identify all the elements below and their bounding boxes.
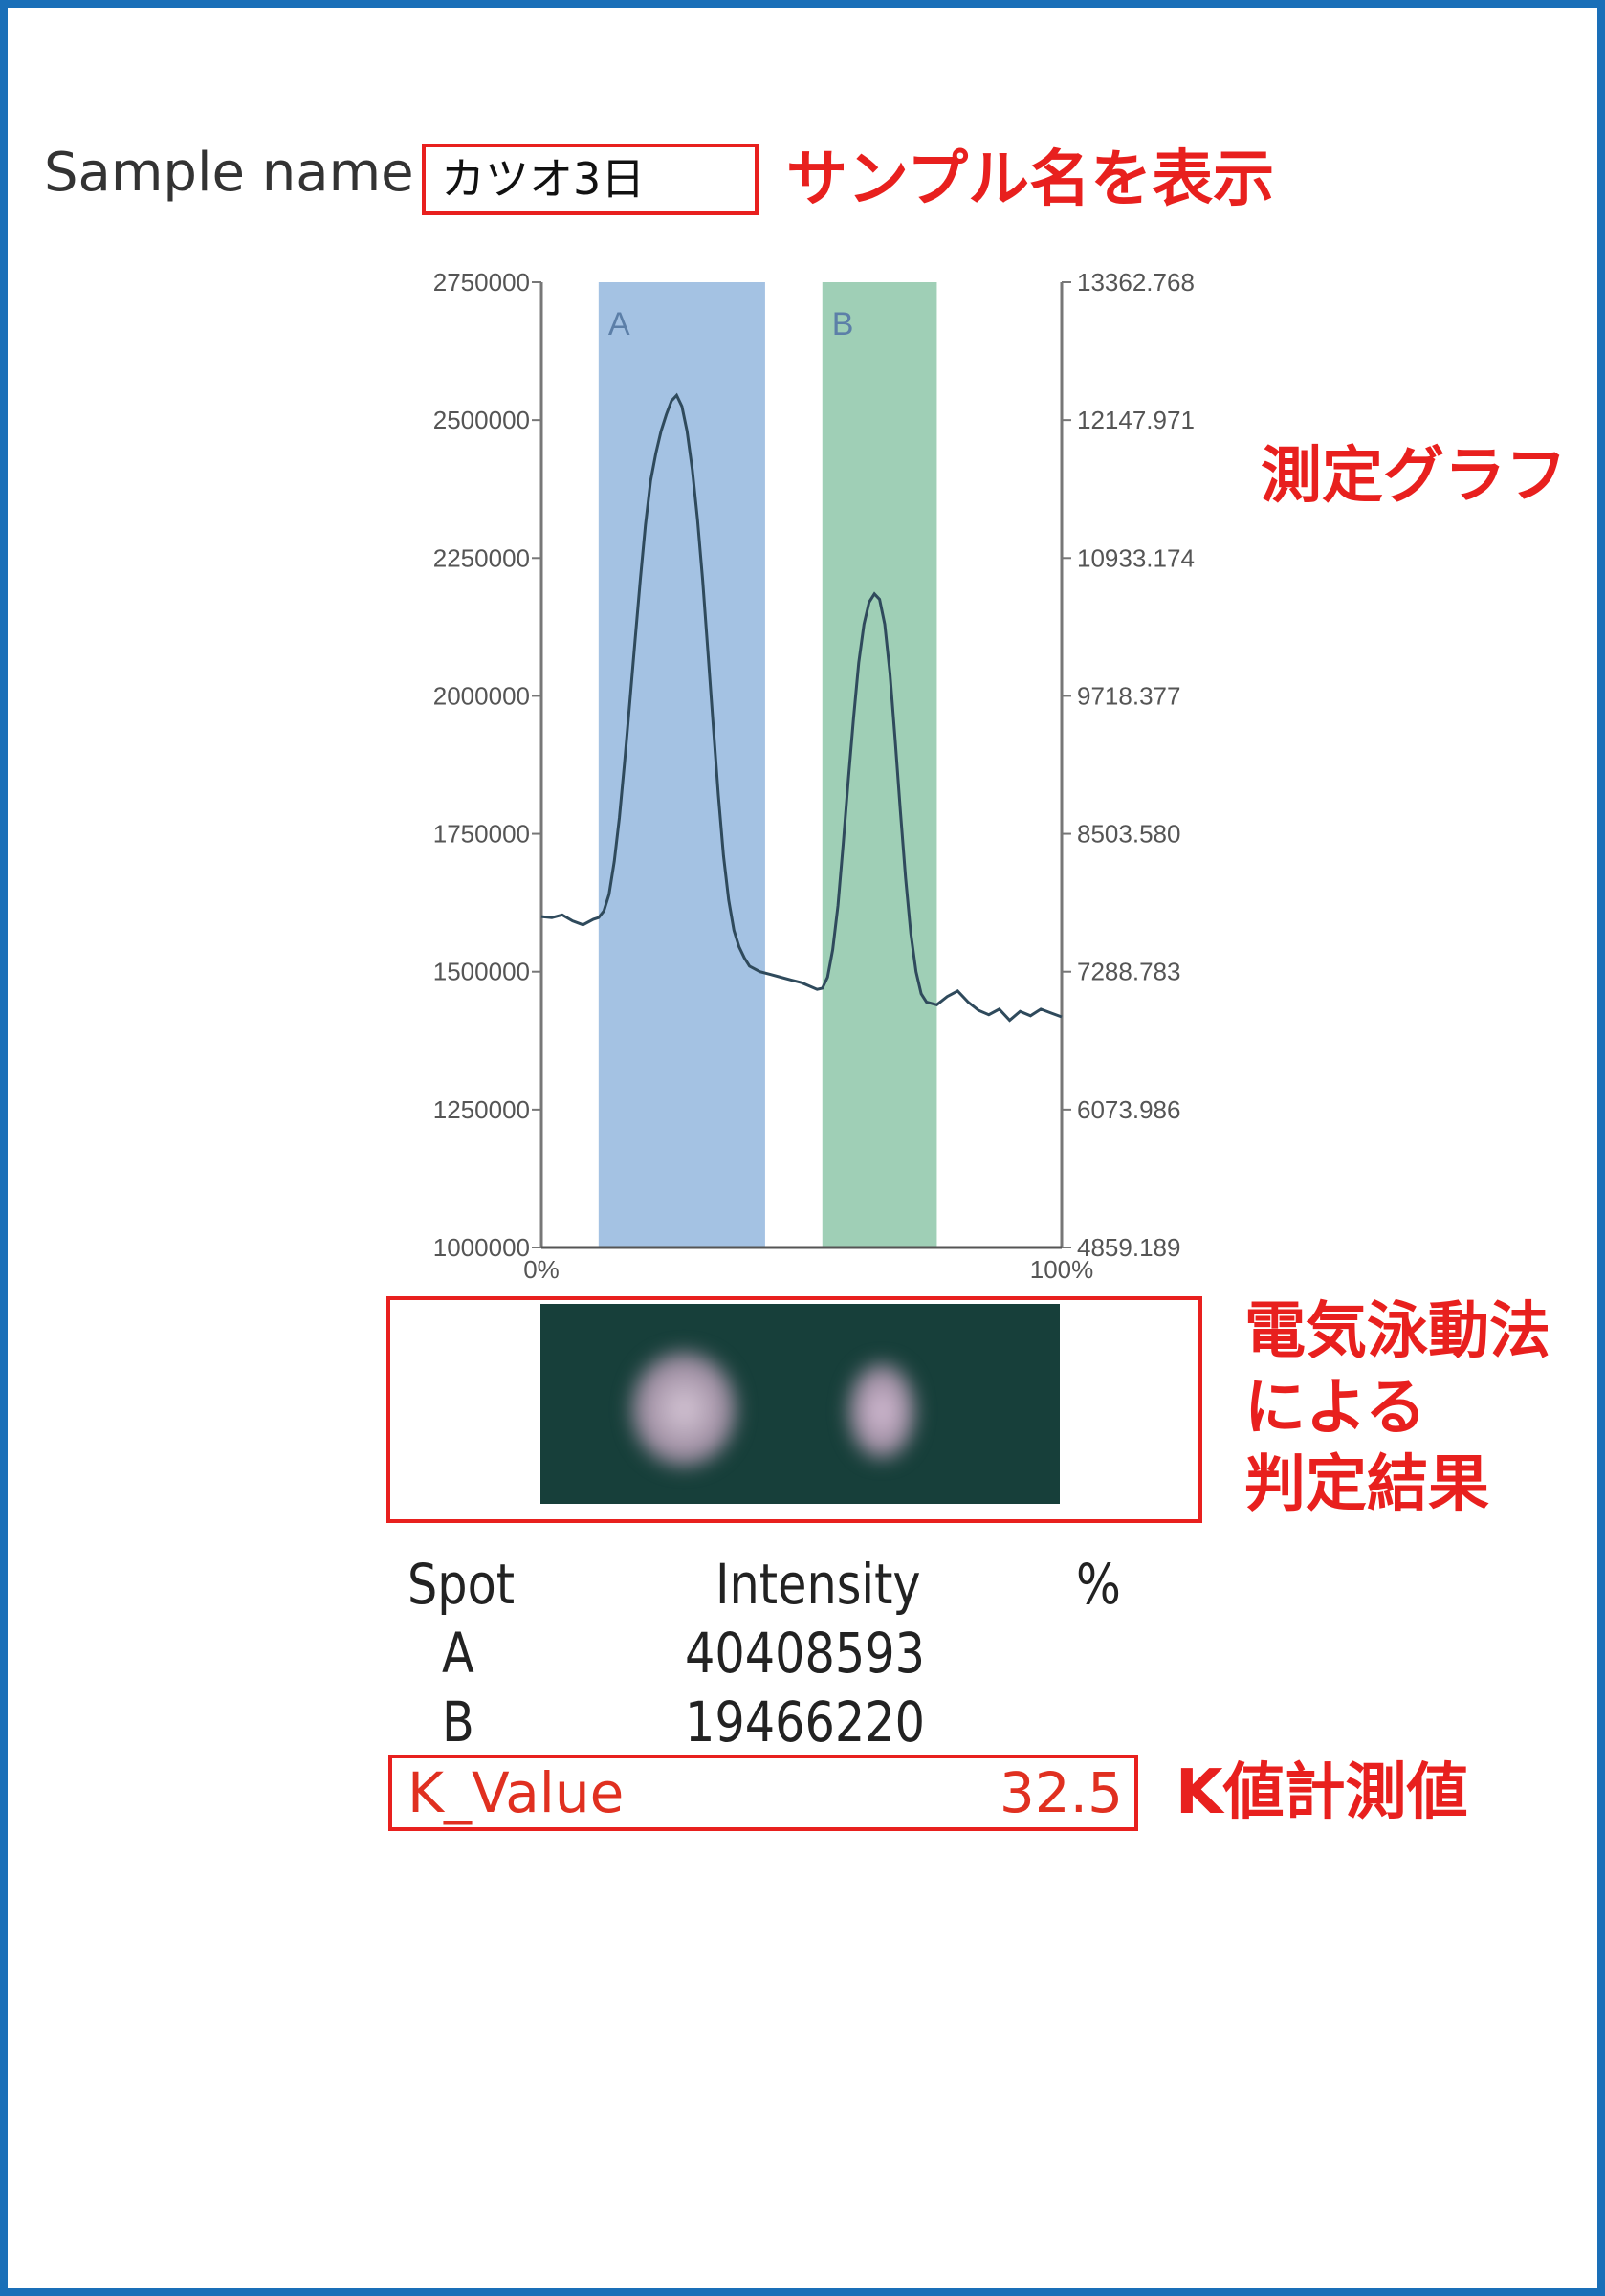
intensity-line	[540, 392, 1063, 1023]
row-a-intensity: 40408593	[685, 1621, 925, 1686]
row-b-spot: B	[442, 1689, 474, 1755]
y-tick-label: 2250000	[433, 543, 530, 572]
y2-tick-label: 6073.986	[1077, 1095, 1180, 1124]
y-tick-label: 1250000	[433, 1095, 530, 1124]
gel-highlight-box	[386, 1296, 1202, 1523]
gel-spot-b	[848, 1363, 915, 1459]
sample-name-field[interactable]: カツオ3日	[422, 144, 759, 215]
sample-name-annotation: サンプル名を表示	[786, 144, 1275, 215]
y2-tick-label: 10933.174	[1077, 543, 1195, 572]
band-b	[822, 282, 937, 1247]
sample-name-label: Sample name :	[44, 142, 450, 204]
y2-tick-label: 12147.971	[1077, 406, 1195, 434]
y-tick-label: 1000000	[433, 1233, 530, 1262]
k-value-annotation: K値計測値	[1176, 1757, 1468, 1828]
k-value-box: K_Value 32.5	[388, 1755, 1138, 1831]
header-spot: Spot	[407, 1552, 516, 1617]
row-a-spot: A	[442, 1621, 474, 1686]
gel-annotation-line3: 判定結果	[1244, 1449, 1489, 1520]
y-tick-label: 2000000	[433, 681, 530, 710]
electrophoresis-gel-image	[540, 1304, 1060, 1504]
header-intensity: Intensity	[715, 1552, 921, 1617]
band-label-b: B	[832, 306, 854, 342]
y-tick-label: 1500000	[433, 958, 530, 986]
y2-tick-label: 8503.580	[1077, 820, 1180, 849]
y-tick-label: 2750000	[433, 268, 530, 297]
y2-tick-label: 4859.189	[1077, 1233, 1180, 1262]
gel-annotation-line1: 電気泳動法	[1244, 1296, 1550, 1367]
row-b-intensity: 19466220	[685, 1689, 925, 1755]
graph-annotation: 測定グラフ	[1261, 441, 1567, 512]
y2-tick-label: 9718.377	[1077, 681, 1180, 710]
y2-tick-label: 7288.783	[1077, 958, 1180, 986]
k-value-number: 32.5	[999, 1760, 1123, 1825]
k-value-label: K_Value	[407, 1760, 625, 1825]
y2-tick-label: 13362.768	[1077, 268, 1195, 297]
header-percent: %	[1076, 1552, 1121, 1617]
y-tick-label: 2500000	[433, 406, 530, 434]
x-tick-label: 0%	[523, 1255, 560, 1284]
gel-annotation-line2: による	[1244, 1373, 1427, 1444]
x-tick-label: 100%	[1030, 1255, 1094, 1284]
gel-spot-a	[631, 1352, 737, 1467]
band-label-a: A	[608, 306, 630, 342]
measurement-chart: A B 1000000 4859.189 1250000 6073.986 1500000 7…	[433, 268, 1195, 1284]
y-tick-label: 1750000	[433, 820, 530, 849]
band-a	[598, 282, 765, 1247]
